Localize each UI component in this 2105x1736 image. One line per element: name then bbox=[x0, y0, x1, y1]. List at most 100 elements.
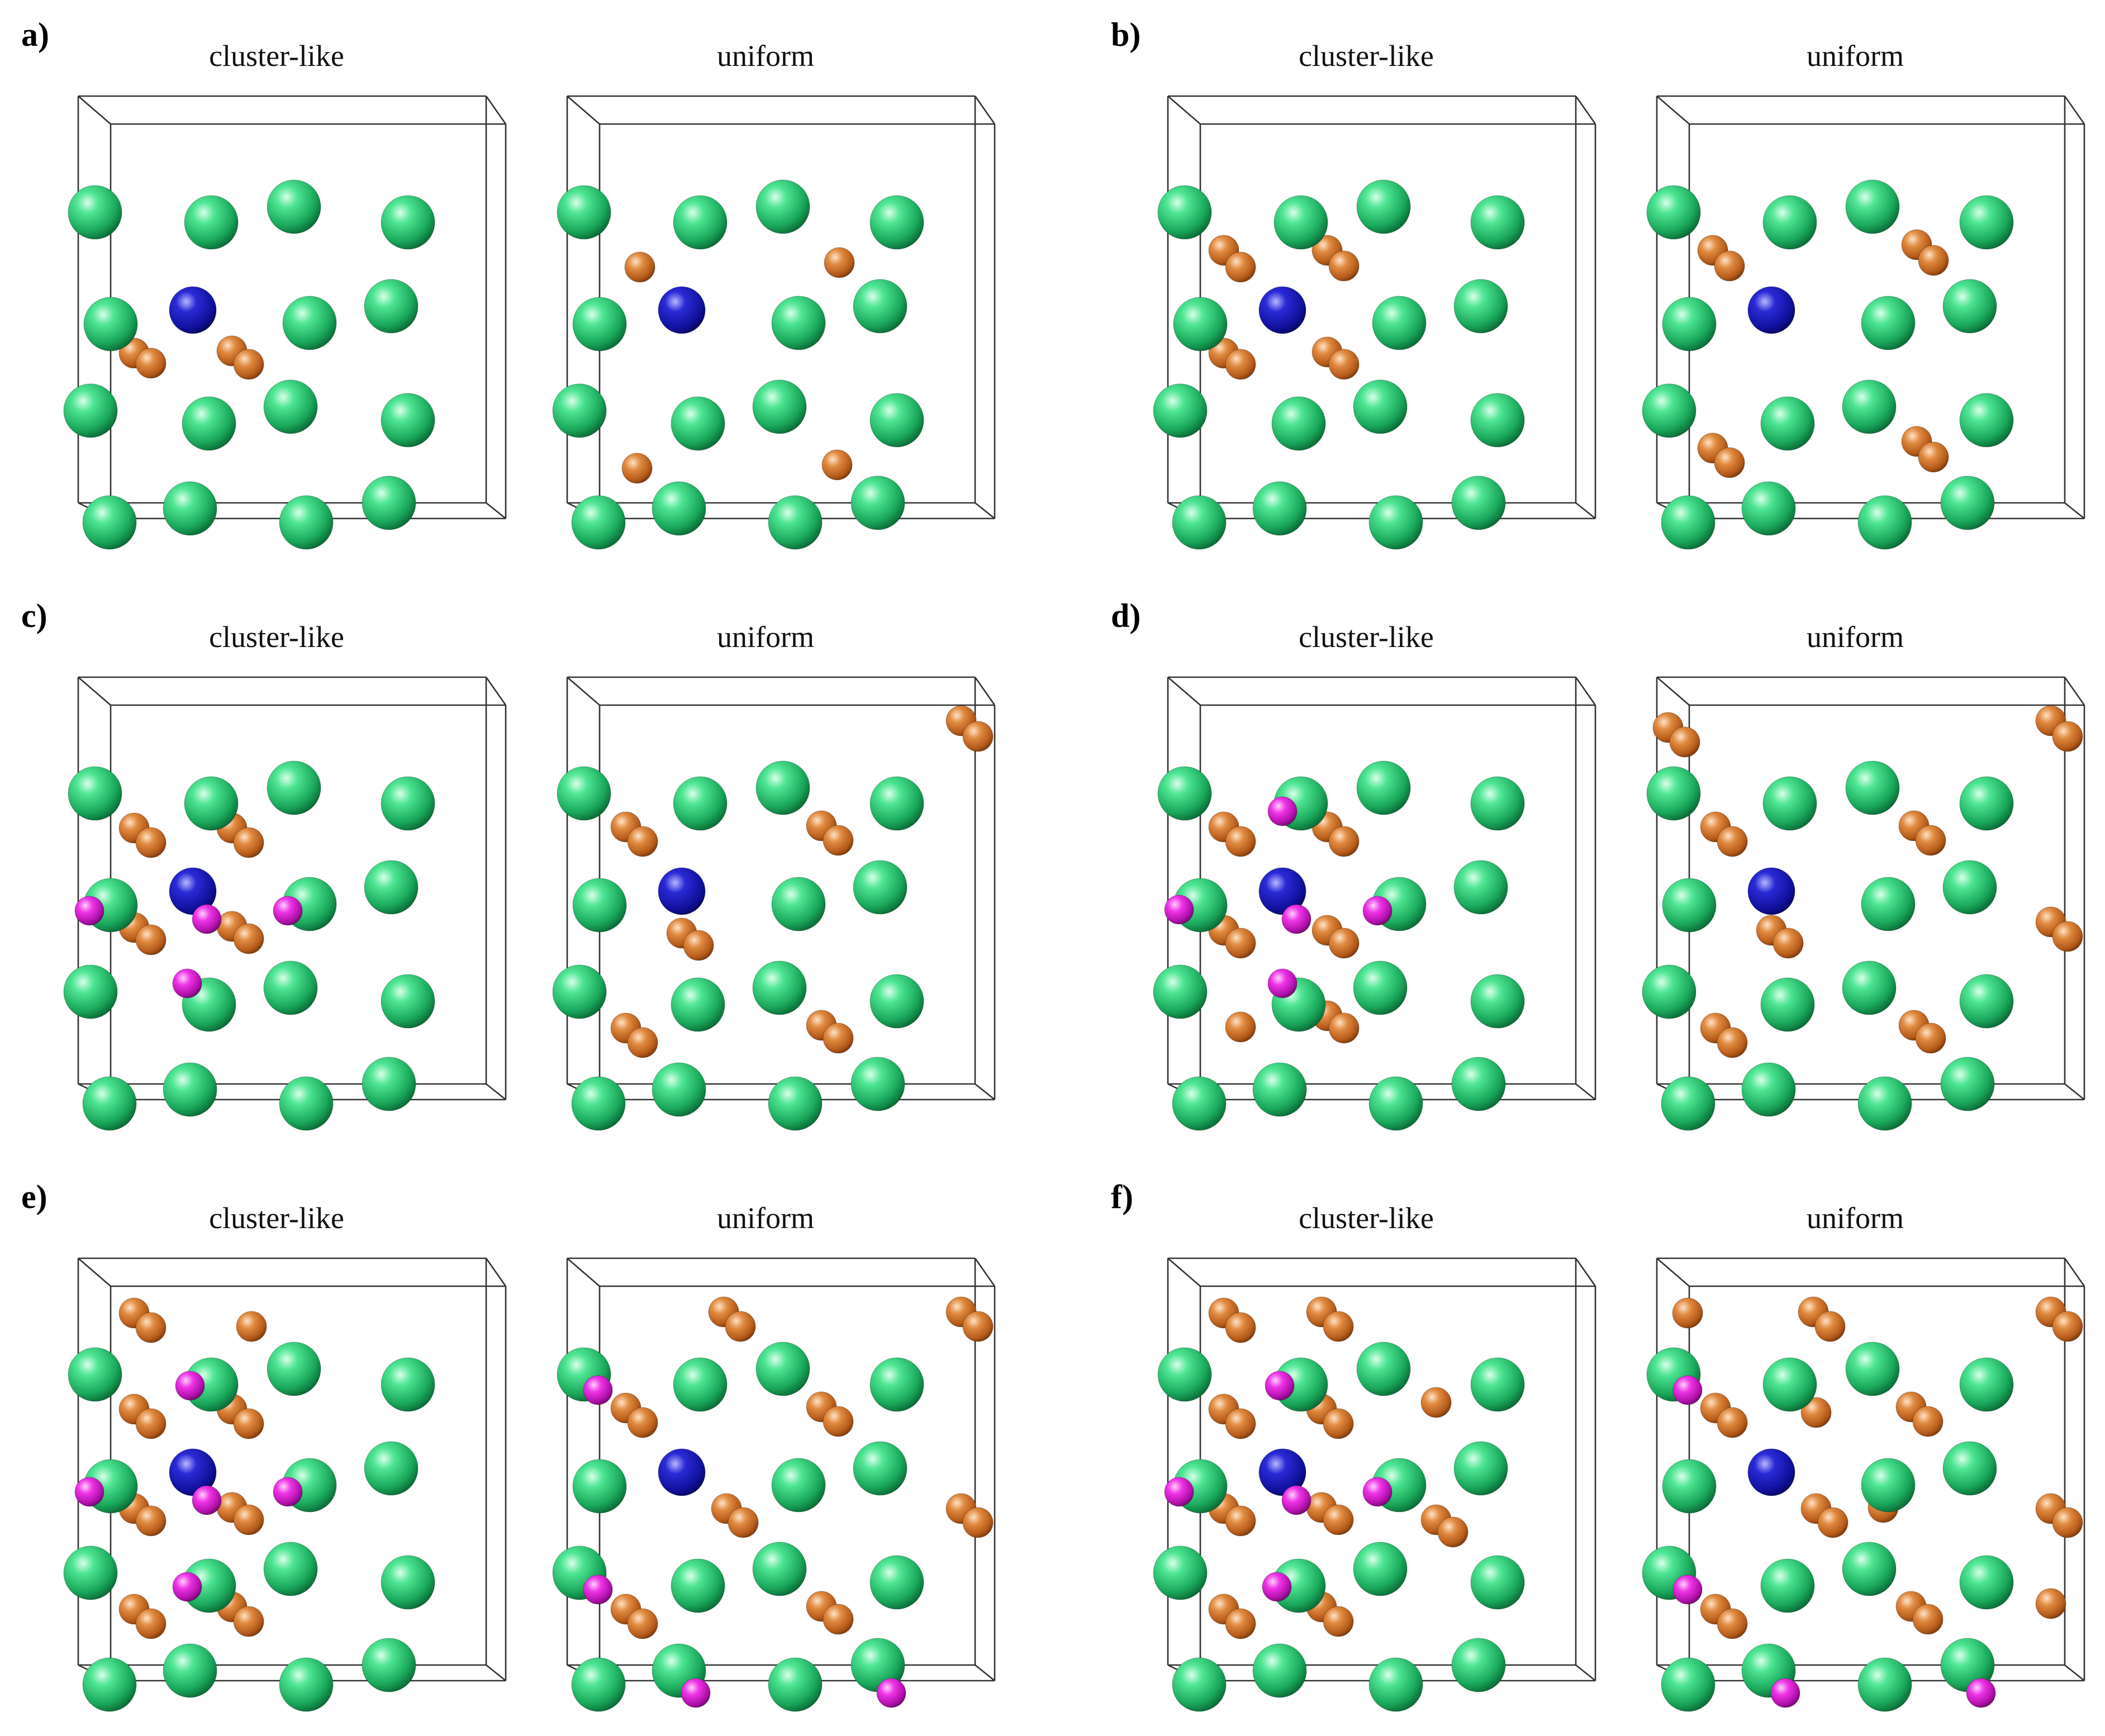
uniform-structure bbox=[552, 1257, 996, 1712]
orange-atom bbox=[823, 1022, 854, 1054]
orange-atom bbox=[1714, 447, 1745, 478]
host-atom bbox=[1662, 878, 1717, 933]
host-atom bbox=[652, 481, 706, 536]
orange-atom bbox=[1323, 1606, 1354, 1637]
host-atom bbox=[1470, 1555, 1525, 1610]
host-atom bbox=[768, 1657, 823, 1712]
host-atom bbox=[1842, 960, 1897, 1015]
center-atom bbox=[1747, 867, 1795, 915]
uniform-title: uniform bbox=[1807, 39, 1904, 73]
host-atom bbox=[1646, 185, 1701, 240]
orange-atom bbox=[962, 1311, 994, 1342]
orange-atom bbox=[627, 1407, 658, 1438]
host-atom bbox=[1959, 1555, 2014, 1610]
host-atom bbox=[1861, 296, 1916, 350]
host-atom bbox=[1470, 974, 1525, 1029]
orange-atom bbox=[627, 1608, 658, 1639]
panel-e: e) cluster-like uniform bbox=[21, 1178, 996, 1712]
orange-atom bbox=[1800, 1397, 1832, 1428]
host-atom bbox=[381, 1357, 435, 1412]
host-atom bbox=[1959, 195, 2014, 250]
host-atom bbox=[771, 296, 826, 350]
host-atom bbox=[364, 860, 419, 915]
orange-atom bbox=[1225, 1505, 1256, 1537]
orange-atom bbox=[1328, 826, 1360, 857]
orange-atom bbox=[621, 453, 653, 484]
host-atom bbox=[1252, 481, 1307, 536]
host-atom bbox=[63, 383, 118, 438]
orange-atom bbox=[1717, 826, 1748, 857]
host-atom bbox=[381, 195, 435, 250]
panel-label: f) bbox=[1111, 1178, 1133, 1215]
host-atom bbox=[1845, 760, 1900, 815]
orange-atom bbox=[725, 1311, 756, 1342]
host-atom bbox=[263, 960, 318, 1015]
host-atom bbox=[68, 185, 122, 240]
host-atom bbox=[1470, 1357, 1525, 1412]
host-atom bbox=[163, 1062, 217, 1117]
orange-atom bbox=[1717, 1027, 1748, 1058]
host-atom bbox=[83, 297, 138, 351]
orange-atom bbox=[1328, 250, 1360, 282]
host-atom bbox=[1760, 396, 1815, 451]
host-atom bbox=[671, 396, 725, 451]
host-atom bbox=[557, 766, 611, 821]
host-atom bbox=[1857, 495, 1912, 550]
host-atom bbox=[267, 1342, 321, 1396]
pink-atom bbox=[583, 1375, 613, 1405]
host-atom bbox=[671, 1558, 725, 1613]
cluster-like-title: cluster-like bbox=[209, 620, 344, 654]
orange-atom bbox=[1912, 1406, 1944, 1437]
uniform-title: uniform bbox=[717, 620, 814, 654]
host-atom bbox=[1762, 1357, 1817, 1412]
host-atom bbox=[1356, 760, 1411, 815]
host-atom bbox=[1470, 776, 1525, 831]
cluster-like-title: cluster-like bbox=[209, 39, 344, 73]
pink-atom bbox=[1267, 968, 1298, 998]
center-atom bbox=[1747, 1448, 1795, 1496]
host-atom bbox=[752, 379, 807, 434]
pink-atom bbox=[273, 1477, 303, 1507]
host-atom bbox=[1153, 383, 1208, 438]
orange-atom bbox=[1915, 825, 1946, 856]
orange-atom bbox=[728, 1507, 759, 1538]
pink-atom bbox=[1262, 1572, 1292, 1602]
cluster-like-structure bbox=[63, 95, 507, 550]
cluster-like-structure bbox=[1153, 95, 1596, 550]
host-atom bbox=[182, 396, 236, 451]
orange-atom bbox=[2052, 1311, 2083, 1342]
host-atom bbox=[1353, 960, 1408, 1015]
host-atom bbox=[1172, 1076, 1227, 1131]
orange-atom bbox=[1669, 726, 1700, 758]
orange-atom bbox=[1225, 1408, 1256, 1439]
pink-atom bbox=[1267, 796, 1298, 826]
host-atom bbox=[1172, 495, 1227, 550]
center-atom bbox=[658, 1448, 706, 1496]
orange-atom bbox=[1420, 1387, 1452, 1418]
host-atom bbox=[1453, 860, 1508, 915]
orange-atom bbox=[1918, 245, 1949, 276]
pink-atom bbox=[1672, 1375, 1703, 1405]
panel-b: b) cluster-like uniform bbox=[1111, 16, 2085, 550]
pink-atom bbox=[1362, 896, 1393, 926]
host-atom bbox=[1353, 379, 1408, 434]
uniform-title: uniform bbox=[1807, 1201, 1904, 1235]
orange-atom bbox=[233, 1606, 264, 1637]
pink-atom bbox=[1265, 1371, 1295, 1401]
orange-atom bbox=[233, 923, 264, 954]
panel-label: e) bbox=[21, 1178, 47, 1215]
host-atom bbox=[1662, 297, 1717, 351]
pink-atom bbox=[681, 1678, 711, 1708]
orange-atom bbox=[1323, 1408, 1354, 1439]
host-atom bbox=[755, 760, 810, 815]
orange-atom bbox=[1225, 251, 1256, 283]
host-atom bbox=[1369, 495, 1423, 550]
orange-atom bbox=[1717, 1608, 1748, 1639]
cluster-like-title: cluster-like bbox=[209, 1201, 344, 1235]
host-atom bbox=[279, 1076, 334, 1131]
orange-atom bbox=[135, 1608, 167, 1639]
pink-atom bbox=[172, 1572, 202, 1602]
cluster-like-structure bbox=[63, 676, 507, 1131]
orange-atom bbox=[1918, 441, 1949, 473]
host-atom bbox=[1661, 1076, 1716, 1131]
